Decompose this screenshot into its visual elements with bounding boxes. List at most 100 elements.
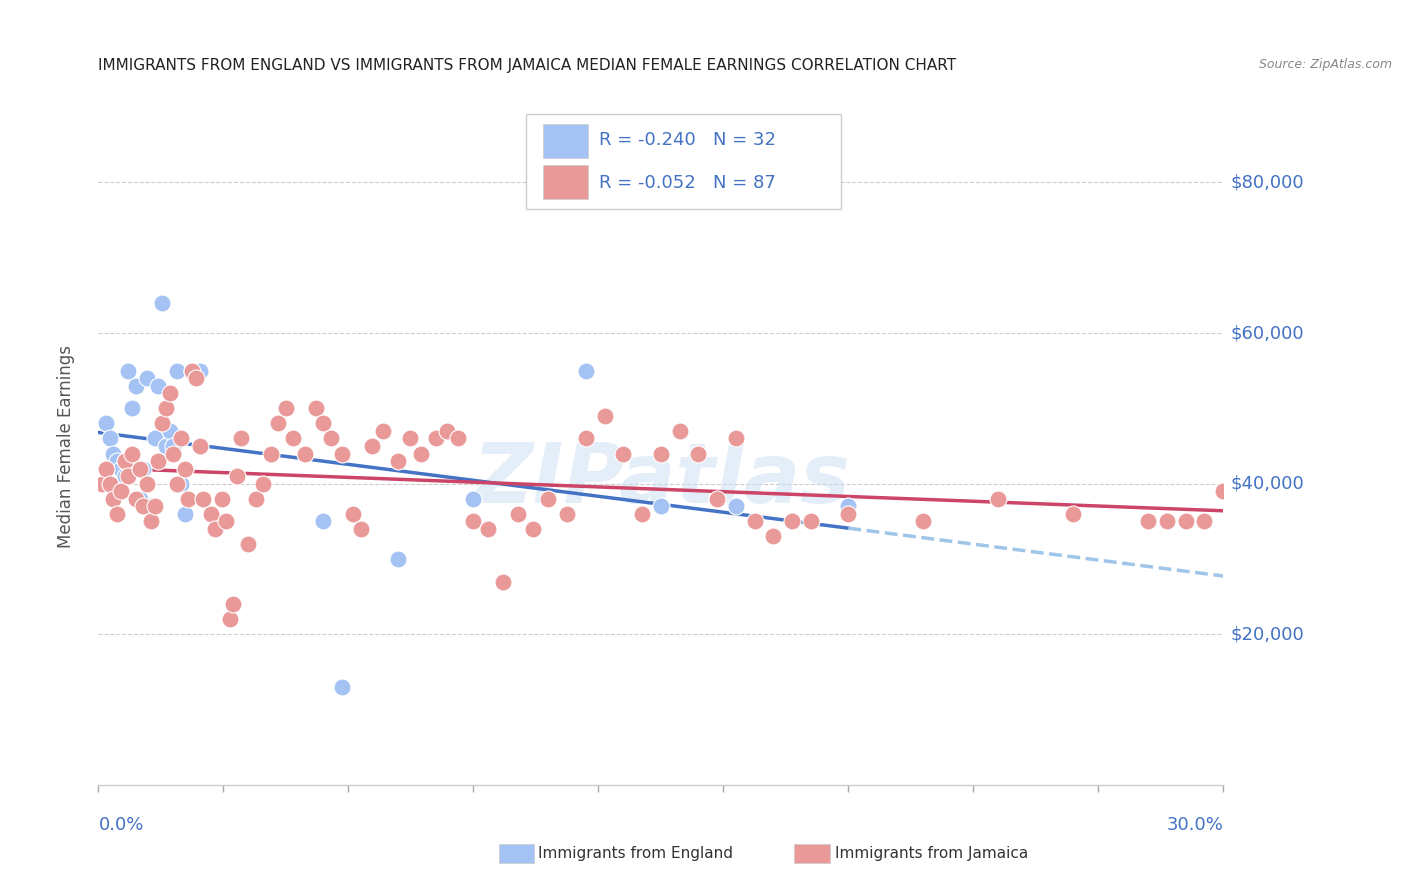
Point xyxy=(184,371,207,385)
Point xyxy=(226,469,249,483)
Text: $20,000: $20,000 xyxy=(1230,625,1303,643)
Point xyxy=(522,522,544,536)
Text: $40,000: $40,000 xyxy=(1230,475,1303,492)
Point xyxy=(215,514,238,528)
Point xyxy=(193,491,215,506)
Point xyxy=(350,522,373,536)
Point xyxy=(555,507,578,521)
Point xyxy=(800,514,823,528)
Text: IMMIGRANTS FROM ENGLAND VS IMMIGRANTS FROM JAMAICA MEDIAN FEMALE EARNINGS CORREL: IMMIGRANTS FROM ENGLAND VS IMMIGRANTS FR… xyxy=(98,58,956,73)
Point xyxy=(387,454,409,468)
Point xyxy=(274,401,297,416)
Text: 30.0%: 30.0% xyxy=(1167,816,1223,834)
Point xyxy=(508,507,530,521)
Point xyxy=(125,378,148,392)
Point xyxy=(668,424,690,438)
Text: R = -0.240   N = 32: R = -0.240 N = 32 xyxy=(599,131,776,149)
Point xyxy=(1194,514,1216,528)
Point xyxy=(252,476,274,491)
Point xyxy=(110,484,132,499)
Point xyxy=(1174,514,1197,528)
Point xyxy=(125,491,148,506)
Point xyxy=(139,500,162,514)
Point xyxy=(105,454,128,468)
Point xyxy=(117,364,139,378)
Point xyxy=(181,364,204,378)
Point xyxy=(222,597,245,611)
Point xyxy=(330,680,353,694)
Point xyxy=(170,476,193,491)
Point xyxy=(1156,514,1178,528)
Point xyxy=(166,364,188,378)
Point xyxy=(305,401,328,416)
Point xyxy=(425,432,447,446)
Point xyxy=(447,432,470,446)
Point xyxy=(132,500,155,514)
Point xyxy=(159,424,181,438)
Point xyxy=(155,401,177,416)
Point xyxy=(1212,484,1234,499)
Point xyxy=(245,491,267,506)
Point xyxy=(436,424,458,438)
Point xyxy=(98,432,121,446)
Point xyxy=(159,386,181,401)
Point xyxy=(260,446,283,460)
Point xyxy=(706,491,728,506)
Point xyxy=(409,446,432,460)
Point xyxy=(987,491,1010,506)
Point xyxy=(593,409,616,423)
Point xyxy=(103,491,125,506)
Point xyxy=(121,401,143,416)
Point xyxy=(1137,514,1160,528)
Point xyxy=(117,469,139,483)
Point xyxy=(218,612,240,626)
Point xyxy=(612,446,634,460)
Point xyxy=(312,417,335,431)
Point xyxy=(342,507,364,521)
Point xyxy=(575,432,598,446)
Text: Immigrants from Jamaica: Immigrants from Jamaica xyxy=(835,847,1028,861)
Point xyxy=(211,491,233,506)
Point xyxy=(105,507,128,521)
Point xyxy=(463,491,485,506)
Point xyxy=(150,296,173,310)
Point xyxy=(188,364,211,378)
Point xyxy=(114,469,136,483)
Point xyxy=(330,446,353,460)
Text: 0.0%: 0.0% xyxy=(98,816,143,834)
Point xyxy=(148,378,170,392)
Point xyxy=(98,476,121,491)
Point xyxy=(148,454,170,468)
Point xyxy=(91,476,114,491)
Point xyxy=(398,432,420,446)
Point xyxy=(128,491,150,506)
Point xyxy=(128,461,150,475)
Text: ZIPatlas: ZIPatlas xyxy=(472,440,849,520)
Point xyxy=(650,500,672,514)
Point xyxy=(724,432,747,446)
Point xyxy=(166,476,188,491)
Point xyxy=(173,461,195,475)
Point xyxy=(361,439,384,453)
Point xyxy=(143,432,166,446)
Text: $80,000: $80,000 xyxy=(1230,173,1303,192)
FancyBboxPatch shape xyxy=(543,165,588,199)
Point xyxy=(114,454,136,468)
Point xyxy=(110,461,132,475)
Point xyxy=(650,446,672,460)
Text: $60,000: $60,000 xyxy=(1230,324,1303,342)
Y-axis label: Median Female Earnings: Median Female Earnings xyxy=(56,344,75,548)
Point xyxy=(762,529,785,543)
Point xyxy=(177,491,200,506)
Point xyxy=(170,432,193,446)
Point xyxy=(173,507,195,521)
Point xyxy=(200,507,222,521)
Point xyxy=(155,439,177,453)
Point xyxy=(1062,507,1084,521)
Point xyxy=(94,417,117,431)
Point xyxy=(492,574,515,589)
Point xyxy=(780,514,803,528)
Point xyxy=(312,514,335,528)
Point xyxy=(463,514,485,528)
Point xyxy=(537,491,560,506)
